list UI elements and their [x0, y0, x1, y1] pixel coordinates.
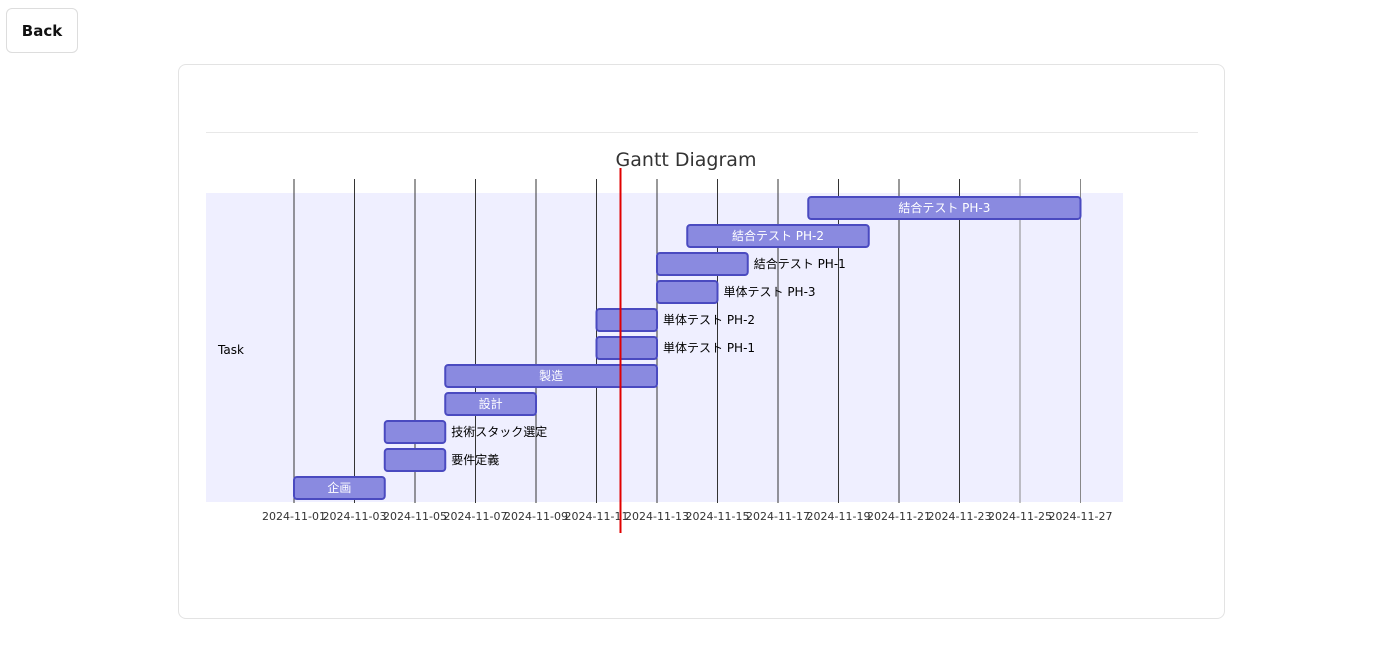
task-bar[interactable]: [595, 336, 658, 360]
task-label: 結合テスト PH-1: [754, 256, 846, 271]
card-divider: [206, 132, 1198, 133]
task-bar[interactable]: [383, 448, 447, 472]
x-tick-label: 2024-11-23: [928, 510, 992, 523]
task-label: 設計: [479, 396, 503, 411]
x-tick-label: 2024-11-27: [1049, 510, 1113, 523]
section-background: [206, 193, 1123, 502]
task-bar[interactable]: [656, 252, 749, 276]
section-label: Task: [217, 343, 244, 357]
task-bar[interactable]: [656, 280, 719, 304]
x-axis-ticks: 2024-11-012024-11-032024-11-052024-11-07…: [262, 510, 1112, 523]
task-bar[interactable]: [383, 420, 447, 444]
x-tick-label: 2024-11-21: [867, 510, 931, 523]
task-label: 要件定義: [451, 452, 499, 467]
x-tick-label: 2024-11-19: [807, 510, 871, 523]
task-bar[interactable]: [807, 196, 1082, 220]
task-bar[interactable]: [444, 364, 658, 388]
task-label: 結合テスト PH-3: [898, 200, 990, 215]
x-tick-label: 2024-11-05: [383, 510, 447, 523]
x-tick-label: 2024-11-01: [262, 510, 326, 523]
x-tick-label: 2024-11-03: [323, 510, 387, 523]
task-label: 単体テスト PH-3: [724, 285, 816, 299]
task-label: 製造: [539, 369, 563, 383]
x-tick-label: 2024-11-13: [625, 510, 689, 523]
task-bar[interactable]: [595, 308, 658, 332]
back-button[interactable]: Back: [6, 8, 78, 53]
task-label: 単体テスト PH-2: [663, 313, 755, 327]
task-label: 技術スタック選定: [451, 424, 547, 439]
x-tick-label: 2024-11-25: [988, 510, 1052, 523]
task-label: 単体テスト PH-1: [663, 341, 755, 355]
x-tick-label: 2024-11-15: [686, 510, 750, 523]
task-label: 結合テスト PH-2: [732, 228, 824, 243]
chart-title: Gantt Diagram: [616, 149, 757, 171]
task-bar[interactable]: [293, 476, 386, 500]
task-bar[interactable]: [686, 224, 870, 248]
x-tick-label: 2024-11-09: [504, 510, 568, 523]
x-tick-label: 2024-11-07: [444, 510, 508, 523]
x-tick-label: 2024-11-11: [565, 510, 629, 523]
task-bar[interactable]: [444, 392, 537, 416]
task-bars: 企画 要件定義 技術スタック選定 設計 製造 単体テスト PH-1 単体テスト PH-2 単体…: [293, 196, 1082, 500]
x-tick-label: 2024-11-17: [746, 510, 810, 523]
task-label: 企画: [327, 480, 351, 495]
